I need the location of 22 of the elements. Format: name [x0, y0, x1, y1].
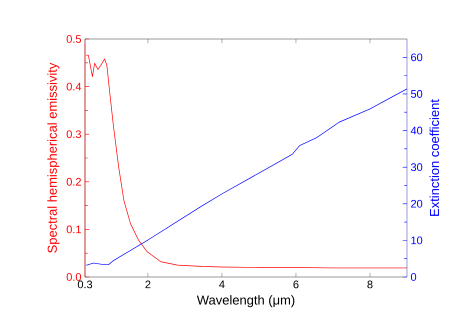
y2-tick-label: 0: [410, 273, 416, 281]
x-tick-label: 0.3: [78, 280, 92, 288]
y-tick-label: 0.0: [66, 273, 82, 281]
y-tick-label: 0.4: [66, 82, 82, 90]
y2-tick-label: 20: [411, 200, 422, 208]
y2-tick-label: 30: [410, 163, 422, 172]
y2-tick-label: 50: [410, 90, 422, 98]
y-tick-label: 0.2: [66, 178, 81, 186]
y-tick-label: 0.1: [66, 226, 81, 234]
y-tick-label: 0.5: [66, 35, 82, 43]
x-tick-label: 4: [219, 280, 225, 288]
x-tick-label: 6: [293, 280, 299, 288]
x-axis-title: Wavelength (μm): [196, 295, 294, 308]
y2-axis-title: Extinction coefficient: [430, 99, 440, 216]
y-tick-label: 0.3: [66, 130, 81, 138]
line-series: [86, 88, 407, 266]
y-axis-title: Spectral hemispherical emissivity: [47, 62, 60, 253]
x-tick-label: 2: [145, 280, 150, 288]
y2-tick-label: 60: [411, 53, 422, 62]
x-tick-label: 8: [367, 280, 373, 288]
y2-tick-label: 10: [411, 236, 422, 244]
y2-tick-label: 40: [410, 126, 422, 134]
